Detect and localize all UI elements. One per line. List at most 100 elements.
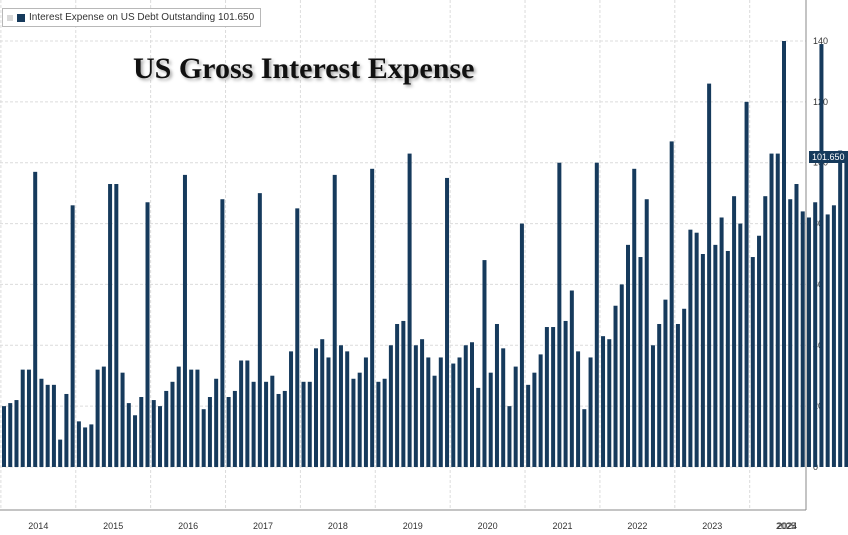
- bar: [14, 400, 19, 467]
- bar: [719, 217, 724, 467]
- bar: [58, 439, 63, 467]
- chart-title: US Gross Interest Expense: [133, 52, 475, 85]
- bar: [251, 381, 256, 467]
- bar: [576, 351, 581, 467]
- bar: [463, 345, 468, 467]
- x-tick-label: 2023: [702, 521, 722, 531]
- bar: [588, 357, 593, 467]
- bar: [806, 217, 811, 467]
- bar: [557, 162, 562, 467]
- bar: [289, 351, 294, 467]
- bar: [763, 196, 768, 467]
- bar: [176, 366, 181, 467]
- bar: [688, 229, 693, 467]
- bar: [170, 381, 175, 467]
- bar: [413, 345, 418, 467]
- bar: [8, 403, 13, 467]
- bar: [663, 299, 668, 467]
- bar: [76, 421, 81, 467]
- bar: [326, 357, 331, 467]
- bar: [482, 260, 487, 467]
- bar: [744, 101, 749, 468]
- bar: [151, 400, 156, 467]
- bar: [831, 205, 836, 467]
- bar: [569, 290, 574, 467]
- bar: [650, 345, 655, 467]
- bar: [607, 339, 612, 467]
- bar: [675, 323, 680, 467]
- bar: [320, 339, 325, 467]
- bar: [457, 357, 462, 467]
- bar: [519, 223, 524, 467]
- bar: [239, 360, 244, 467]
- bar: [682, 308, 687, 467]
- bar: [700, 254, 705, 467]
- legend-label: Interest Expense on US Debt Outstanding …: [29, 12, 255, 23]
- bar: [95, 369, 100, 467]
- bar: [182, 174, 187, 467]
- bar: [133, 415, 138, 467]
- bar: [39, 378, 44, 467]
- bar: [626, 244, 630, 467]
- bar: [800, 211, 805, 467]
- bar: [532, 372, 537, 467]
- bar: [307, 381, 312, 467]
- bar: [738, 223, 743, 467]
- bar: [438, 357, 443, 467]
- bar: [145, 202, 150, 467]
- bar: [507, 406, 512, 467]
- bar: [426, 357, 431, 467]
- bar: [108, 184, 113, 467]
- bar: [64, 393, 69, 467]
- bar: [363, 357, 368, 467]
- bar: [20, 369, 25, 467]
- bar: [451, 363, 456, 467]
- bar: [732, 196, 737, 467]
- bar: [158, 406, 162, 467]
- bar: [338, 345, 343, 467]
- bar: [538, 354, 543, 467]
- bar: [632, 168, 637, 468]
- bar: [432, 375, 437, 467]
- bar: [694, 232, 699, 467]
- bar: [207, 397, 212, 467]
- legend-marker-icon: [7, 14, 13, 21]
- bar: [494, 323, 499, 467]
- bar: [276, 393, 281, 467]
- bar: [201, 409, 206, 467]
- bar: [619, 284, 624, 467]
- bar: [601, 336, 606, 467]
- x-tick-label: 2022: [627, 521, 647, 531]
- bar: [476, 387, 481, 467]
- bar: [613, 305, 618, 467]
- bar: [139, 397, 144, 467]
- bar: [114, 184, 119, 467]
- bar: [83, 427, 88, 467]
- bar: [89, 424, 94, 467]
- bar: [501, 348, 506, 467]
- bar: [513, 366, 518, 467]
- bar: [725, 250, 730, 467]
- bar: [195, 369, 200, 467]
- bar: [470, 342, 474, 467]
- bar: [51, 384, 56, 467]
- x-tick-label: 2024: [777, 521, 797, 531]
- bar: [2, 406, 6, 467]
- bar: [282, 390, 287, 467]
- x-tick-label: 2018: [328, 521, 348, 531]
- bar: [264, 381, 269, 467]
- legend-swatch-icon: [17, 13, 25, 22]
- bar: [750, 257, 755, 467]
- x-tick-label: 2020: [478, 521, 498, 531]
- bar: [314, 348, 318, 467]
- bar: [407, 153, 412, 467]
- x-tick-label: 2015: [103, 521, 123, 531]
- bar: [526, 384, 531, 467]
- bar: [420, 339, 425, 467]
- bar: [357, 372, 362, 467]
- bar: [33, 171, 38, 467]
- bar: [26, 369, 31, 467]
- bar: [257, 193, 262, 467]
- bar: [844, 157, 848, 467]
